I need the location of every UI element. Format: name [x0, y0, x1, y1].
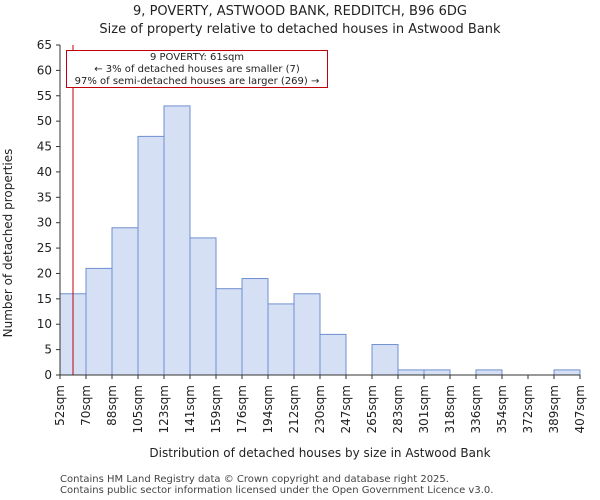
bar-105sqm [137, 135, 165, 376]
bar-389sqm [553, 369, 581, 376]
x-tick-label-123sqm: 123sqm [157, 385, 171, 433]
y-tick-label-10: 10 [37, 317, 52, 331]
bar-159sqm [215, 288, 243, 376]
annotation-line-3: 97% of semi-detached houses are larger (… [74, 76, 320, 87]
y-tick-label-45: 45 [37, 140, 52, 154]
y-tick-label-50: 50 [37, 114, 52, 128]
bar-283sqm [397, 369, 425, 376]
x-tick-label-159sqm: 159sqm [209, 385, 223, 433]
x-tick-label-52sqm: 52sqm [53, 385, 67, 426]
y-tick-label-0: 0 [44, 368, 52, 382]
y-tick-label-55: 55 [37, 89, 52, 103]
x-tick-label-283sqm: 283sqm [391, 385, 405, 433]
x-axis-label: Distribution of detached houses by size … [149, 446, 491, 460]
footer-line-2: Contains public sector information licen… [60, 485, 494, 496]
x-tick-label-247sqm: 247sqm [339, 385, 353, 433]
annotation-box: 9 POVERTY: 61sqm ← 3% of detached houses… [66, 50, 328, 88]
x-tick-label-70sqm: 70sqm [79, 385, 93, 426]
x-tick-label-372sqm: 372sqm [521, 385, 535, 433]
x-tick-label-407sqm: 407sqm [573, 385, 587, 433]
x-tick-label-389sqm: 389sqm [547, 385, 561, 433]
bar-265sqm [371, 344, 399, 376]
y-tick-label-30: 30 [37, 216, 52, 230]
x-tick-label-194sqm: 194sqm [261, 385, 275, 433]
bar-212sqm [293, 293, 321, 376]
bar-230sqm [319, 333, 347, 376]
x-tick-label-176sqm: 176sqm [235, 385, 249, 433]
x-tick-label-301sqm: 301sqm [417, 385, 431, 433]
x-tick-label-141sqm: 141sqm [183, 385, 197, 433]
bar-176sqm [241, 278, 269, 376]
y-tick-label-40: 40 [37, 165, 52, 179]
y-tick-label-5: 5 [44, 343, 52, 357]
bar-194sqm [267, 303, 295, 376]
y-axis-label: Number of detached properties [1, 148, 15, 338]
y-tick-label-15: 15 [37, 292, 52, 306]
bars [59, 105, 581, 376]
x-tick-label-265sqm: 265sqm [365, 385, 379, 433]
chart-title: 9, POVERTY, ASTWOOD BANK, REDDITCH, B96 … [133, 4, 467, 19]
y-tick-label-65: 65 [37, 38, 52, 52]
x-tick-label-354sqm: 354sqm [495, 385, 509, 433]
bar-336sqm [475, 369, 503, 376]
y-tick-label-35: 35 [37, 190, 52, 204]
x-tick-label-212sqm: 212sqm [287, 385, 301, 433]
x-tick-label-105sqm: 105sqm [131, 385, 145, 433]
x-tick-label-318sqm: 318sqm [443, 385, 457, 433]
y-tick-label-60: 60 [37, 63, 52, 77]
bar-88sqm [111, 227, 139, 376]
x-tick-label-88sqm: 88sqm [105, 385, 119, 426]
axes: 0 5 10 15 20 25 30 35 40 45 50 55 60 65 52sqm 70sqm 88sq… [37, 38, 587, 433]
y-tick-label-20: 20 [37, 266, 52, 280]
chart-subtitle: Size of property relative to detached ho… [99, 22, 501, 37]
y-tick-label-25: 25 [37, 241, 52, 255]
annotation-line-2: ← 3% of detached houses are smaller (7) [94, 64, 300, 75]
footer-line-1: Contains HM Land Registry data © Crown c… [60, 474, 449, 485]
x-tick-label-336sqm: 336sqm [469, 385, 483, 433]
bar-141sqm [189, 237, 217, 376]
annotation-line-1: 9 POVERTY: 61sqm [149, 52, 245, 63]
bar-123sqm [163, 105, 191, 376]
bar-301sqm [423, 369, 451, 376]
x-tick-label-230sqm: 230sqm [313, 385, 327, 433]
bar-70sqm [85, 267, 113, 376]
